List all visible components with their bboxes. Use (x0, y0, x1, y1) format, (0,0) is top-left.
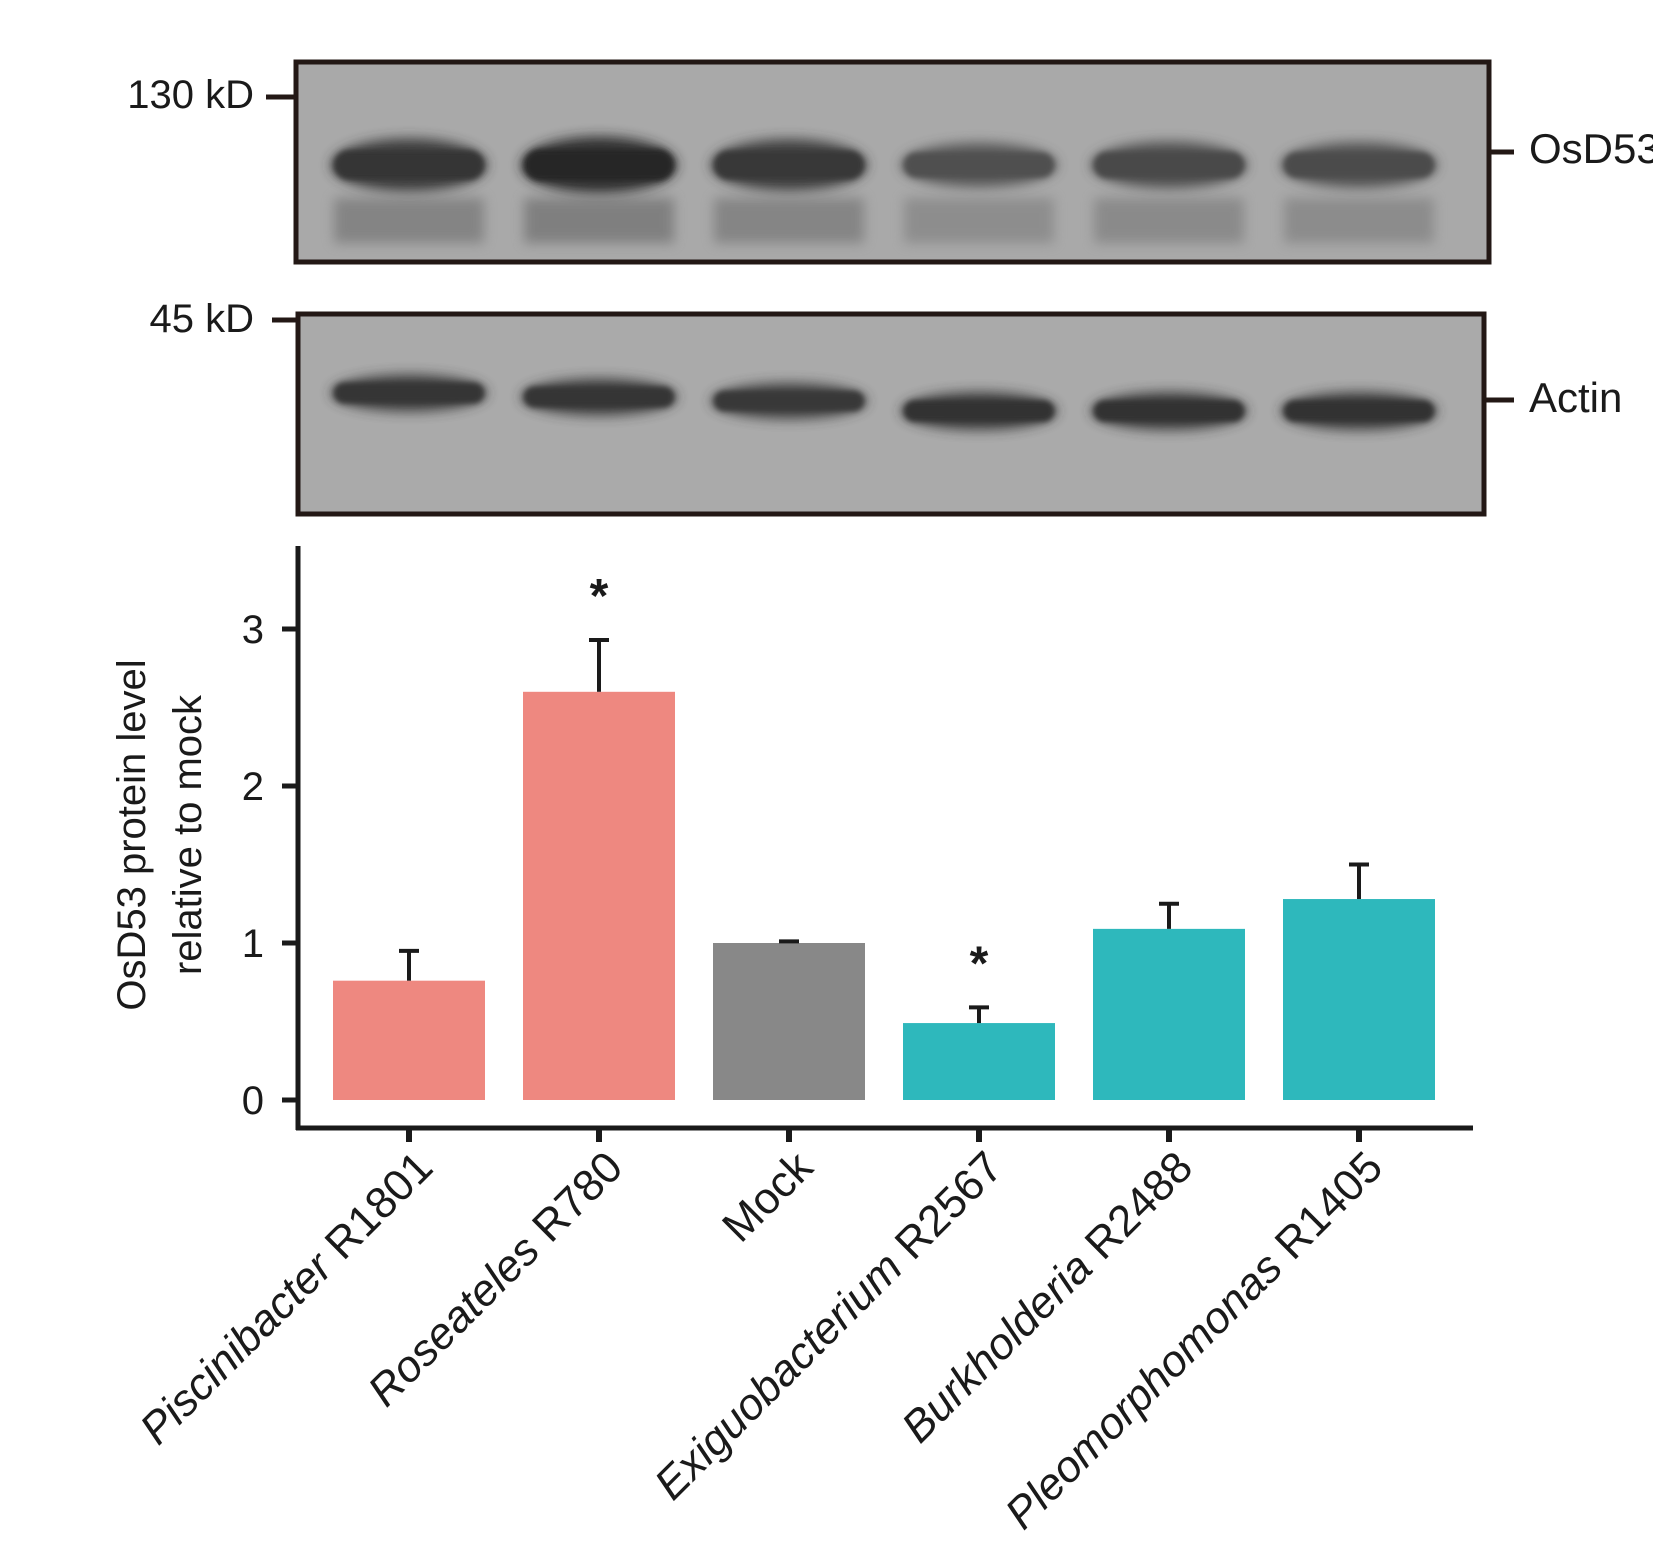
x-label-genus-2: Roseateles (359, 1225, 549, 1415)
osd53-band-core-3 (714, 150, 864, 180)
osd53-smear-4 (904, 198, 1054, 243)
x-label-strain-3: Mock (713, 1142, 823, 1252)
blot-osd53: 130 kD OsD53 (127, 59, 1653, 265)
y-tick-label-0: 0 (242, 1079, 264, 1123)
actin-band-core-6 (1284, 400, 1434, 422)
x-label-genus-4: Exiguobacterium (645, 1243, 911, 1509)
bars-group (333, 691, 1435, 1100)
y-tick-label-3: 3 (242, 608, 264, 652)
bar-6 (1283, 899, 1435, 1100)
bar-2 (523, 691, 675, 1100)
x-label-strain-2: R780 (514, 1142, 632, 1260)
osd53-smear-6 (1284, 198, 1434, 243)
x-label-strain-6: R1405 (1257, 1142, 1392, 1277)
osd53-band-core-5 (1094, 152, 1244, 178)
x-ticks-group (406, 1128, 1362, 1142)
x-label-genus-5: Burkholderia (892, 1243, 1101, 1452)
bar-1 (333, 980, 485, 1100)
significance-star-4: * (970, 937, 989, 990)
actin-band-core-4 (904, 400, 1054, 422)
x-label-3: Mock (713, 1142, 823, 1252)
x-label-strain-5: R2488 (1067, 1142, 1202, 1277)
error-bars-group (399, 637, 1369, 1024)
osd53-label: OsD53 (1529, 125, 1653, 172)
x-label-genus-1: Piscinibacter (131, 1241, 344, 1454)
bar-4 (903, 1023, 1055, 1100)
osd53-band-core-2 (524, 149, 674, 181)
osd53-band-core-4 (904, 152, 1054, 178)
marker-45-label: 45 kD (150, 297, 255, 341)
x-label-strain-1: R1801 (307, 1142, 442, 1277)
bar-3 (713, 943, 865, 1100)
significance-group: ** (590, 570, 989, 990)
x-label-4: Exiguobacterium R2567 (645, 1142, 1012, 1509)
x-label-6: Pleomorphomonas R1405 (996, 1142, 1392, 1538)
x-label-strain-4: R2567 (877, 1142, 1012, 1277)
actin-label: Actin (1529, 374, 1622, 421)
actin-band-core-5 (1094, 400, 1244, 422)
osd53-smear-2 (524, 198, 674, 243)
osd53-band-core-1 (334, 150, 484, 180)
osd53-band-core-6 (1284, 152, 1434, 178)
osd53-smear-3 (714, 198, 864, 243)
blot-osd53-frame (293, 59, 1492, 265)
blot-actin-frame (295, 311, 1487, 517)
actin-band-core-3 (714, 391, 864, 411)
actin-band-core-2 (524, 386, 674, 408)
bar-5 (1093, 928, 1245, 1100)
actin-band-core-1 (334, 382, 484, 404)
y-tick-label-2: 2 (242, 765, 264, 809)
blot-actin-bands (331, 374, 1437, 430)
y-tick-label-1: 1 (242, 922, 264, 966)
marker-130-label: 130 kD (127, 73, 254, 117)
osd53-smear-1 (334, 198, 484, 243)
y-axis-label-line2: relative to mock (166, 694, 210, 975)
osd53-smear-5 (1094, 198, 1244, 243)
y-ticks-group: 0 1 2 3 (242, 608, 298, 1123)
y-axis-label-line1: OsD53 protein level (110, 659, 154, 1010)
y-axis-label: OsD53 protein level relative to mock (110, 659, 210, 1010)
significance-star-2: * (590, 570, 609, 623)
blot-osd53-bands (331, 136, 1437, 243)
blot-actin: 45 kD Actin (150, 297, 1622, 517)
